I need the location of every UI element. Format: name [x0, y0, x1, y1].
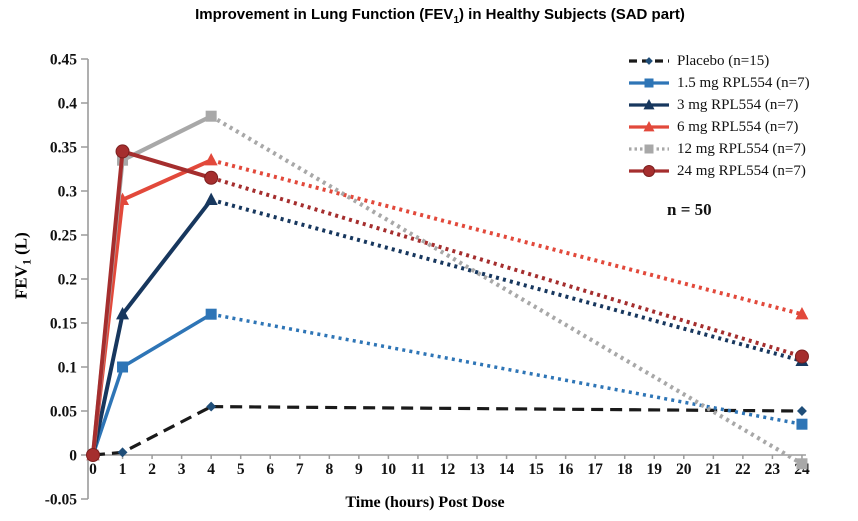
x-tick-label: 12 — [440, 461, 456, 478]
chart-title: Improvement in Lung Function (FEV1) in H… — [30, 6, 850, 26]
x-tick-label: 1 — [119, 461, 127, 478]
triangle-marker — [643, 120, 655, 132]
x-tick-label: 17 — [587, 461, 603, 478]
series-line — [92, 405, 212, 457]
legend-swatch — [629, 165, 669, 177]
legend-item: 12 mg RPL554 (n=7) — [628, 138, 810, 160]
square-marker — [796, 458, 808, 470]
y-tick-label: 0.05 — [50, 404, 77, 421]
legend-item: 3 mg RPL554 (n=7) — [628, 94, 810, 116]
y-tick-label: 0.15 — [50, 316, 77, 333]
square-marker — [644, 78, 654, 88]
annotation-n50: n = 50 — [667, 200, 712, 219]
square-marker — [796, 418, 808, 430]
x-tick-label: 16 — [558, 461, 574, 478]
legend-label: Placebo (n=15) — [677, 52, 770, 69]
circle-marker — [794, 349, 809, 364]
y-tick-label: 0.35 — [50, 140, 77, 157]
y-tick-label: 0.2 — [58, 272, 78, 289]
series-line — [210, 197, 803, 363]
series-line — [91, 158, 212, 456]
circle-marker — [204, 170, 219, 185]
triangle-marker — [116, 307, 130, 320]
x-tick-label: 9 — [355, 461, 363, 478]
legend-swatch — [629, 98, 669, 110]
series-line — [210, 114, 804, 466]
diamond-marker — [797, 406, 807, 416]
square-marker — [117, 361, 129, 373]
legend-swatch — [629, 144, 669, 154]
triangle-marker — [795, 307, 809, 320]
legend-label: 12 mg RPL554 (n=7) — [677, 140, 806, 157]
chart-title-subscript: 1 — [453, 15, 459, 26]
y-tick-label: -0.05 — [45, 492, 78, 509]
circle-marker — [115, 144, 130, 159]
legend-item: Placebo (n=15) — [628, 50, 810, 72]
legend-swatch — [629, 57, 669, 65]
x-tick-label: 20 — [676, 461, 692, 478]
legend-item: 1.5 mg RPL554 (n=7) — [628, 72, 810, 94]
series-line — [211, 405, 802, 413]
y-tick-label: 0.45 — [50, 52, 77, 69]
series-line — [91, 198, 213, 456]
y-axis-label-suffix: (L) — [11, 232, 31, 260]
series-line — [210, 158, 803, 317]
x-tick-label: 0 — [89, 461, 97, 478]
x-tick-label: 11 — [411, 461, 426, 478]
square-marker — [205, 110, 217, 122]
triangle-marker — [204, 192, 218, 205]
legend-label: 24 mg RPL554 (n=7) — [677, 162, 806, 179]
x-tick-label: 4 — [207, 461, 215, 478]
x-tick-label: 13 — [469, 461, 485, 478]
legend-label: 3 mg RPL554 (n=7) — [677, 96, 799, 113]
diamond-marker — [117, 447, 128, 458]
y-tick-label: 0 — [69, 448, 77, 465]
legend-item: 24 mg RPL554 (n=7) — [628, 160, 810, 182]
chart-title-suffix: ) in Healthy Subjects (SAD part) — [459, 6, 685, 23]
x-tick-label: 14 — [499, 461, 515, 478]
x-tick-label: 18 — [617, 461, 633, 478]
x-tick-label: 8 — [325, 461, 333, 478]
square-marker — [644, 144, 654, 154]
x-tick-label: 10 — [381, 461, 397, 478]
chart-title-text: Improvement in Lung Function (FEV — [195, 6, 454, 23]
legend: Placebo (n=15) 1.5 mg RPL554 (n=7) 3 mg RP… — [628, 50, 810, 182]
legend-label: 6 mg RPL554 (n=7) — [677, 118, 799, 135]
x-tick-label: 7 — [296, 461, 304, 478]
triangle-marker — [204, 153, 218, 166]
legend-swatch — [629, 78, 669, 88]
circle-marker — [86, 448, 100, 462]
x-tick-label: 21 — [706, 461, 722, 478]
legend-item: 6 mg RPL554 (n=7) — [628, 116, 810, 138]
y-axis-label-text: FEV — [11, 265, 31, 300]
legend-label: 1.5 mg RPL554 (n=7) — [677, 74, 810, 91]
x-tick-label: 23 — [765, 461, 781, 478]
x-tick-label: 5 — [237, 461, 245, 478]
x-tick-label: 6 — [266, 461, 274, 478]
series-line — [210, 175, 803, 359]
y-tick-label: 0.25 — [50, 228, 77, 245]
x-tick-label: 2 — [148, 461, 156, 478]
x-tick-label: 3 — [178, 461, 186, 478]
y-axis-label: FEV1 (L) — [11, 211, 34, 321]
circle-marker — [643, 165, 655, 177]
diamond-marker — [206, 401, 217, 412]
series-line — [91, 312, 213, 456]
diamond-marker — [645, 57, 653, 65]
square-marker — [205, 308, 217, 320]
x-tick-label: 15 — [528, 461, 544, 478]
x-axis-label: Time (hours) Post Dose — [345, 494, 505, 511]
y-tick-label: 0.1 — [58, 360, 77, 377]
triangle-marker — [643, 98, 655, 110]
x-tick-label: 19 — [647, 461, 663, 478]
y-tick-label: 0.3 — [58, 184, 78, 201]
y-axis-label-subscript: 1 — [19, 259, 34, 266]
legend-swatch — [629, 120, 669, 132]
y-tick-label: 0.4 — [58, 96, 78, 113]
x-tick-label: 22 — [735, 461, 751, 478]
